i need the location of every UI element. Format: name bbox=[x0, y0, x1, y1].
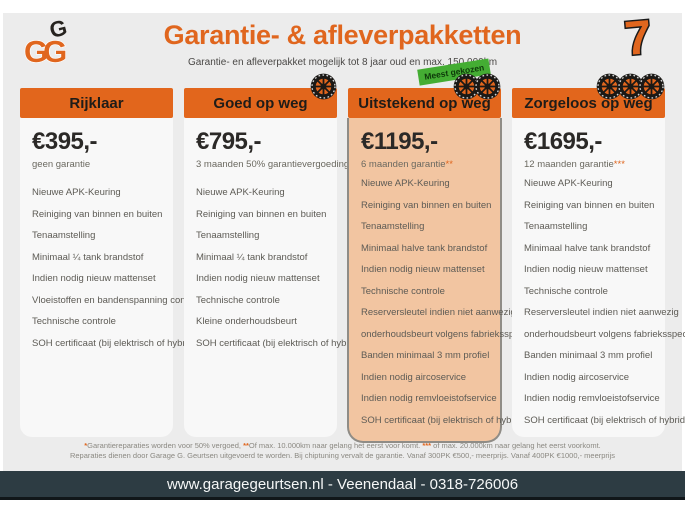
feature-item: onderhoudsbeurt volgens fabrieksspecific… bbox=[524, 328, 685, 340]
feature-item: Tenaamstelling bbox=[361, 221, 425, 232]
package-title: Zorgeloos op weg bbox=[524, 94, 653, 112]
feature-item: Indien nodig nieuw mattenset bbox=[32, 273, 156, 284]
package-card: €1195,- 6 maanden garantie** Nieuwe APK-… bbox=[347, 118, 556, 443]
seven-logo-icon: 7 bbox=[621, 9, 655, 67]
footnote-marker: ** bbox=[445, 159, 453, 170]
feature-item: Technische controle bbox=[524, 285, 608, 297]
feature-item: Indien nodig aircoservice bbox=[361, 371, 467, 383]
package-column-rijklaar: Rijklaar €395,- geen garantie Nieuwe APK… bbox=[20, 88, 204, 437]
tire-rating bbox=[316, 73, 337, 100]
feature-item: Vloeistoffen en bandenspanning controle bbox=[32, 294, 205, 306]
package-price-note: 6 maanden garantie** bbox=[361, 159, 453, 170]
footer-contact-text: www.garagegeurtsen.nl - Veenendaal - 031… bbox=[166, 475, 519, 493]
package-price: €795,- bbox=[196, 128, 262, 155]
feature-item: Banden minimaal 3 mm profiel bbox=[524, 350, 653, 361]
feature-item: onderhoudsbeurt volgens fabrieksspecific… bbox=[361, 328, 556, 340]
package-header: Rijklaar bbox=[20, 88, 173, 118]
package-price-note: 12 maanden garantie*** bbox=[524, 159, 625, 170]
feature-item: Minimaal ¼ tank brandstof bbox=[32, 251, 144, 263]
package-card: €1695,- 12 maanden garantie*** Nieuwe AP… bbox=[512, 118, 685, 437]
footnote-line-2: Reparaties dienen door Garage G. Geurtse… bbox=[69, 450, 616, 460]
package-column-goed-op-weg: Goed op weg €795,- 3 maanden 50% garanti… bbox=[184, 88, 365, 437]
package-price: €1695,- bbox=[524, 128, 602, 155]
footnote-marker: *** bbox=[422, 441, 432, 450]
page-subtitle: Garantie- en afleverpakket mogelijk tot … bbox=[187, 57, 498, 68]
seven-mark: 7 bbox=[623, 11, 654, 66]
feature-item: Reiniging van binnen en buiten bbox=[524, 199, 655, 211]
feature-item: SOH certificaat (bij elektrisch of hybri… bbox=[361, 414, 531, 426]
feature-item: Tenaamstelling bbox=[32, 230, 96, 241]
package-header: Zorgeloos op weg bbox=[512, 88, 665, 118]
feature-item: Technische controle bbox=[361, 285, 445, 297]
feature-item: SOH certificaat (bij elektrisch of hybri… bbox=[524, 414, 685, 426]
feature-item: Tenaamstelling bbox=[524, 221, 588, 232]
feature-list: Nieuwe APK-Keuring Reiniging van binnen e… bbox=[524, 178, 685, 426]
package-column-uitstekend-op-weg: Meest gekozen Uitstekend op weg €1195,- … bbox=[347, 58, 556, 443]
feature-item: Minimaal halve tank brandstof bbox=[361, 242, 488, 254]
feature-item: Indien nodig remvloeistofservice bbox=[361, 393, 497, 404]
page-title: Garantie- & afleverpakketten bbox=[163, 20, 522, 50]
tire-icon bbox=[474, 73, 501, 100]
feature-item: Nieuwe APK-Keuring bbox=[32, 187, 121, 198]
footer-bar: www.garagegeurtsen.nl - Veenendaal - 031… bbox=[0, 471, 685, 500]
feature-item: Reiniging van binnen en buiten bbox=[361, 199, 492, 211]
feature-item: Technische controle bbox=[196, 294, 280, 306]
package-price-note: 3 maanden 50% garantievergoeding* bbox=[196, 159, 353, 170]
feature-item: Indien nodig aircoservice bbox=[524, 371, 630, 383]
package-column-zorgeloos-op-weg: Zorgeloos op weg €1695,- 12 maanden gara… bbox=[512, 88, 685, 437]
feature-list: Nieuwe APK-Keuring Reiniging van binnen e… bbox=[196, 187, 366, 349]
feature-item: Banden minimaal 3 mm profiel bbox=[361, 350, 490, 361]
feature-item: Indien nodig nieuw mattenset bbox=[361, 264, 485, 275]
tire-rating bbox=[459, 73, 501, 100]
feature-item: Reiniging van binnen en buiten bbox=[32, 208, 163, 220]
package-header: Goed op weg bbox=[184, 88, 337, 118]
feature-item: Reserversleutel indien niet aanwezig bbox=[361, 307, 516, 318]
package-card: €795,- 3 maanden 50% garantievergoeding*… bbox=[184, 118, 366, 437]
feature-item: SOH certificaat (bij elektrisch of hybri… bbox=[32, 337, 202, 349]
feature-item: Technische controle bbox=[32, 316, 116, 327]
feature-item: Nieuwe APK-Keuring bbox=[196, 187, 285, 198]
footnote-line-1: *Garantiereparaties worden voor 50% verg… bbox=[84, 441, 601, 450]
feature-item: Nieuwe APK-Keuring bbox=[361, 178, 450, 189]
feature-item: Indien nodig nieuw mattenset bbox=[196, 273, 320, 284]
logo-top-letter: G bbox=[47, 15, 70, 43]
feature-item: Indien nodig remvloeistofservice bbox=[524, 393, 660, 404]
package-price: €395,- bbox=[32, 128, 98, 155]
feature-item: Minimaal halve tank brandstof bbox=[524, 242, 651, 254]
feature-item: Kleine onderhoudsbeurt bbox=[196, 316, 297, 327]
feature-item: Tenaamstelling bbox=[196, 230, 260, 241]
tire-rating bbox=[602, 73, 665, 100]
feature-item: Indien nodig nieuw mattenset bbox=[524, 264, 648, 275]
tire-icon bbox=[310, 73, 337, 100]
feature-item: SOH certificaat (bij elektrisch of hybri… bbox=[196, 337, 366, 349]
feature-item: Reiniging van binnen en buiten bbox=[196, 208, 327, 220]
package-price: €1195,- bbox=[361, 128, 438, 155]
footnotes: *Garantiereparaties worden voor 50% verg… bbox=[0, 441, 685, 460]
package-price-note: geen garantie bbox=[32, 159, 91, 170]
feature-item: Reserversleutel indien niet aanwezig bbox=[524, 307, 679, 318]
footnote-marker: *** bbox=[613, 159, 625, 170]
package-title: Rijklaar bbox=[69, 94, 124, 112]
tire-icon bbox=[638, 73, 665, 100]
feature-list: Nieuwe APK-Keuring Reiniging van binnen e… bbox=[361, 178, 556, 426]
package-title: Goed op weg bbox=[213, 94, 308, 112]
package-header: Meest gekozen Uitstekend op weg bbox=[348, 58, 501, 118]
feature-item: Minimaal ¼ tank brandstof bbox=[196, 251, 308, 263]
footnote-marker: * bbox=[84, 441, 88, 450]
garage-geurtsen-logo-icon: G GG bbox=[23, 15, 71, 68]
feature-list: Nieuwe APK-Keuring Reiniging van binnen e… bbox=[32, 187, 205, 349]
package-card: €395,- geen garantie Nieuwe APK-Keuring R… bbox=[20, 118, 205, 437]
footnote-marker: ** bbox=[243, 441, 249, 450]
feature-item: Nieuwe APK-Keuring bbox=[524, 178, 613, 189]
package-title: Uitstekend op weg bbox=[358, 94, 491, 112]
